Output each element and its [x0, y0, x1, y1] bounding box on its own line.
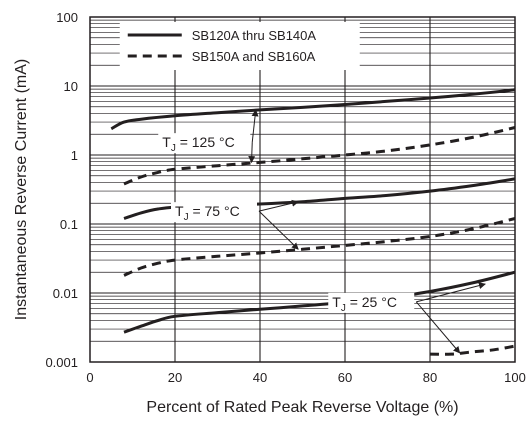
x-tick-label: 0: [86, 370, 93, 385]
annotation-subscript: J: [341, 303, 346, 314]
annotation-subscript: J: [171, 143, 176, 154]
y-tick-label: 0.001: [45, 355, 78, 370]
temperature-annotation: TJ = 125 °C: [158, 109, 259, 164]
annotation-rest: = 125 °C: [176, 134, 235, 150]
annotation-rest: = 75 °C: [189, 203, 240, 219]
annotations: TJ = 125 °CTJ = 75 °CTJ = 25 °C: [158, 109, 486, 354]
solid-series-line-4: [123, 270, 516, 334]
annotation-base: T: [332, 294, 341, 310]
x-tick-label: 100: [504, 370, 526, 385]
plot-frame: [89, 16, 516, 363]
annotation-bg: [158, 133, 251, 154]
annotation-label: TJ = 75 °C: [175, 203, 240, 223]
annotation-subscript: J: [184, 212, 189, 223]
annotation-leader-arrow: [258, 210, 299, 250]
temperature-annotation: TJ = 25 °C: [328, 282, 486, 354]
x-tick-label: 60: [338, 370, 352, 385]
y-tick-label: 1: [71, 148, 78, 163]
x-tick-label: 80: [423, 370, 437, 385]
annotation-base: T: [162, 134, 171, 150]
annotation-label: TJ = 125 °C: [162, 134, 234, 154]
legend-label: SB150A and SB160A: [192, 49, 316, 64]
legend-box: [119, 22, 360, 70]
dashed-series-line-5: [429, 344, 516, 356]
legend-label: SB120A thru SB140A: [192, 28, 317, 43]
x-tick-label: 40: [253, 370, 267, 385]
annotation-rest: = 25 °C: [346, 294, 397, 310]
dashed-series-line-1: [123, 126, 516, 186]
annotation-base: T: [175, 203, 184, 219]
axes: 0 20 40 60 80 100 0.001 0.01 0.1 1 10 100 Percent of…: [13, 10, 526, 416]
annotation-bg: [171, 202, 257, 223]
series-lines: [110, 88, 516, 356]
dashed-series-line-3: [123, 217, 516, 277]
x-axis-title: Percent of Rated Peak Reverse Voltage (%…: [146, 399, 458, 416]
y-axis-title: Instantaneous Reverse Current (mA): [13, 59, 30, 320]
annotation-leader-arrow: [248, 142, 256, 164]
solid-series-line-0: [110, 88, 516, 131]
annotation-bg: [328, 292, 415, 313]
y-tick-label: 0.1: [60, 217, 78, 232]
legend: SB120A thru SB140A SB150A and SB160A: [119, 22, 360, 70]
x-tick-label: 20: [168, 370, 182, 385]
solid-series-line-2: [123, 177, 516, 220]
annotation-leader-arrow: [416, 282, 486, 303]
y-tick-label: 10: [64, 79, 78, 94]
temperature-annotation: TJ = 75 °C: [171, 199, 299, 250]
annotation-leader-arrow: [251, 109, 259, 143]
y-tick-label: 100: [56, 10, 78, 25]
annotation-leader-arrow: [415, 301, 461, 354]
y-tick-label: 0.01: [53, 286, 78, 301]
annotation-label: TJ = 25 °C: [332, 294, 397, 314]
annotation-leader-arrow: [258, 199, 299, 212]
